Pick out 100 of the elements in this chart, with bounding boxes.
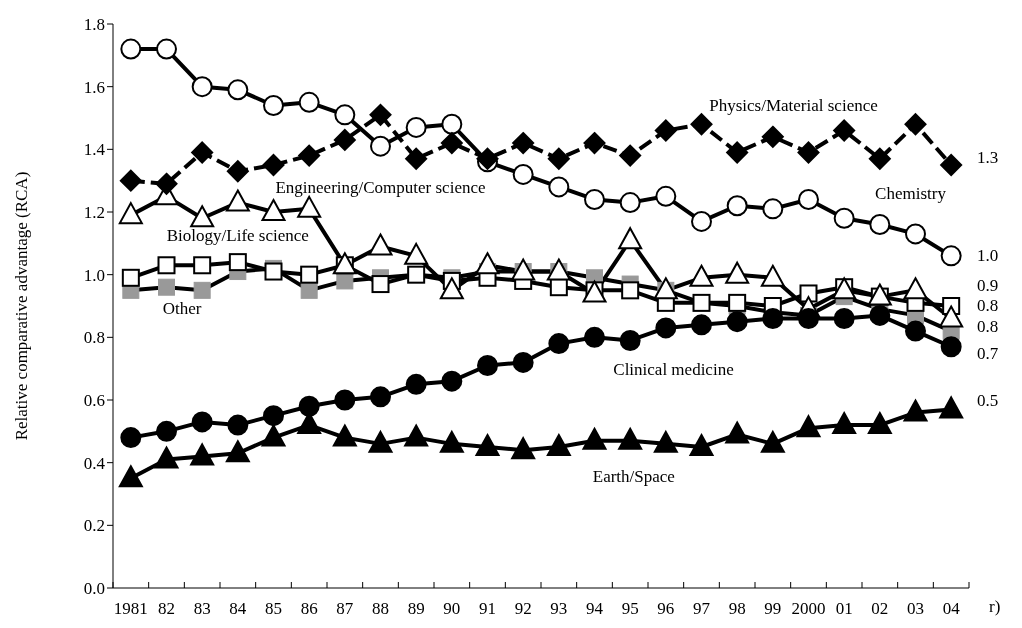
point	[726, 141, 749, 164]
point	[546, 258, 571, 281]
point	[155, 172, 178, 195]
point	[441, 370, 463, 392]
point	[368, 430, 393, 453]
x-tick-label: 96	[657, 599, 675, 618]
point	[618, 427, 643, 450]
point	[118, 202, 143, 225]
y-tick-label: 1.6	[83, 77, 105, 97]
x-tick-label: 98	[728, 599, 746, 618]
y-tick-label: 0.6	[83, 391, 105, 411]
point	[619, 192, 641, 214]
point	[760, 264, 785, 287]
point	[333, 128, 356, 151]
point	[264, 262, 283, 281]
point	[225, 189, 250, 212]
text: 1.0	[977, 245, 999, 265]
point	[332, 424, 357, 447]
point	[371, 275, 390, 294]
point	[655, 185, 677, 207]
point	[833, 207, 855, 229]
point	[193, 281, 211, 299]
point	[369, 103, 392, 126]
point	[512, 132, 535, 155]
point	[121, 268, 140, 287]
point	[868, 147, 891, 170]
point	[298, 144, 321, 167]
point	[157, 256, 176, 275]
point	[405, 147, 428, 170]
point	[833, 119, 856, 142]
point	[584, 188, 605, 210]
point	[760, 430, 785, 453]
point	[191, 76, 213, 98]
point	[334, 104, 356, 126]
point	[227, 414, 249, 436]
x-tick-label: 88	[372, 599, 389, 618]
x-tick-label: 95	[621, 599, 639, 618]
point	[619, 329, 641, 351]
x-tick-label: 94	[586, 599, 604, 618]
text: 1.3	[977, 147, 999, 167]
x-tick-label: 82	[158, 599, 175, 618]
point	[869, 214, 891, 236]
text: 0.5	[977, 390, 999, 410]
text: 0.7	[977, 343, 999, 363]
point	[833, 308, 855, 330]
point	[939, 396, 964, 419]
point	[226, 160, 249, 183]
x-tick-label: 84	[229, 599, 247, 618]
point	[619, 144, 642, 167]
point	[548, 333, 570, 355]
point	[904, 113, 927, 136]
point	[761, 125, 784, 148]
x-tick-label: 86	[300, 599, 318, 618]
series-label: Biology/Life science	[166, 225, 309, 245]
point	[298, 395, 320, 417]
x-tick-label: 99	[764, 599, 782, 618]
point	[262, 154, 285, 176]
point	[799, 284, 818, 303]
point	[584, 326, 605, 348]
point	[725, 261, 750, 284]
point	[655, 317, 677, 339]
point	[548, 176, 570, 198]
point	[511, 437, 536, 460]
point	[118, 465, 143, 488]
y-tick-label: 1.0	[83, 265, 105, 285]
point	[690, 113, 713, 136]
point	[940, 154, 963, 176]
point	[120, 427, 142, 449]
point	[691, 210, 712, 232]
point	[193, 256, 212, 275]
point	[405, 116, 427, 138]
x-tick-label: 04	[942, 599, 961, 618]
x-tick-label: 03	[907, 599, 924, 618]
point	[869, 304, 891, 326]
point	[547, 147, 570, 170]
point	[546, 434, 571, 456]
point	[439, 277, 464, 300]
x-tick-label: 90	[443, 599, 461, 618]
x-tick-label: 97	[693, 599, 711, 618]
point	[336, 272, 354, 290]
point	[691, 314, 712, 336]
point	[334, 389, 356, 411]
point	[512, 351, 534, 373]
y-tick-label: 0.8	[83, 328, 105, 348]
point	[225, 440, 250, 463]
point	[939, 305, 964, 328]
point	[867, 412, 892, 435]
x-tick-label: 91	[479, 599, 496, 618]
x-tick-label: 83	[193, 599, 211, 618]
point	[263, 405, 284, 427]
series-label: Clinical medicine	[613, 360, 734, 380]
x-tick-label: 01	[835, 599, 853, 618]
point	[796, 415, 821, 438]
point	[190, 443, 215, 466]
point	[475, 252, 500, 275]
x-tick-label: 2000	[791, 599, 826, 618]
point	[228, 253, 247, 272]
point	[511, 258, 536, 281]
point	[583, 132, 606, 155]
point	[689, 434, 714, 456]
